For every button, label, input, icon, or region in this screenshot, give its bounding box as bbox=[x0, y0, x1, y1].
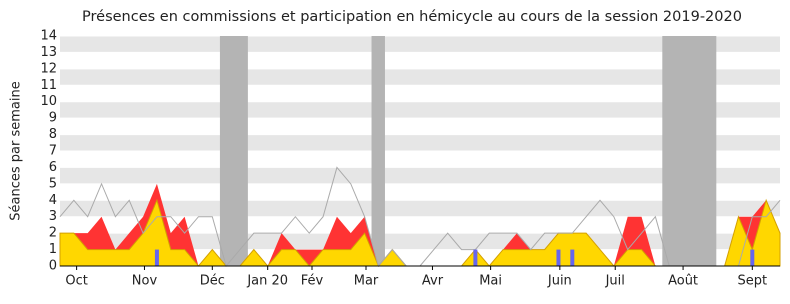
y-tick-label: 10 bbox=[40, 94, 57, 109]
shaded-range bbox=[662, 36, 717, 266]
y-tick-label: 4 bbox=[49, 193, 57, 208]
bar bbox=[570, 249, 575, 266]
y-axis-label: Séances par semaine bbox=[9, 81, 24, 220]
x-tick-label: Juin bbox=[547, 274, 572, 289]
shaded-range bbox=[371, 36, 385, 266]
y-tick-label: 12 bbox=[40, 61, 57, 76]
x-tick-label: Juil bbox=[605, 274, 625, 289]
y-tick-label: 11 bbox=[40, 78, 57, 93]
bar bbox=[556, 249, 561, 266]
x-tick-label: Nov bbox=[132, 274, 158, 289]
y-tick-label: 1 bbox=[49, 242, 57, 257]
x-tick-label: Fév bbox=[301, 274, 324, 289]
y-tick-label: 5 bbox=[49, 176, 57, 191]
x-tick-label: Oct bbox=[65, 274, 87, 289]
y-tick-label: 7 bbox=[49, 144, 57, 159]
bar bbox=[473, 249, 478, 266]
x-tick-label: Jan 20 bbox=[246, 274, 288, 289]
bar bbox=[154, 249, 159, 266]
y-tick-label: 0 bbox=[49, 259, 57, 274]
bar bbox=[750, 249, 755, 266]
x-tick-label: Mar bbox=[354, 274, 379, 289]
y-tick-label: 13 bbox=[40, 45, 57, 60]
chart-title: Présences en commissions et participatio… bbox=[82, 9, 742, 25]
y-tick-label: 6 bbox=[49, 160, 57, 175]
shaded-range bbox=[219, 36, 248, 266]
y-tick-label: 3 bbox=[49, 209, 57, 224]
y-tick-label: 14 bbox=[40, 29, 57, 44]
y-tick-label: 8 bbox=[49, 127, 57, 142]
x-tick-label: Déc bbox=[200, 274, 225, 289]
x-tick-label: Mai bbox=[479, 274, 502, 289]
x-tick-label: Avr bbox=[422, 274, 444, 289]
y-tick-label: 2 bbox=[49, 226, 57, 241]
y-tick-label: 9 bbox=[49, 111, 57, 126]
x-tick-label: Sept bbox=[738, 274, 768, 289]
x-tick-label: Août bbox=[668, 274, 698, 289]
